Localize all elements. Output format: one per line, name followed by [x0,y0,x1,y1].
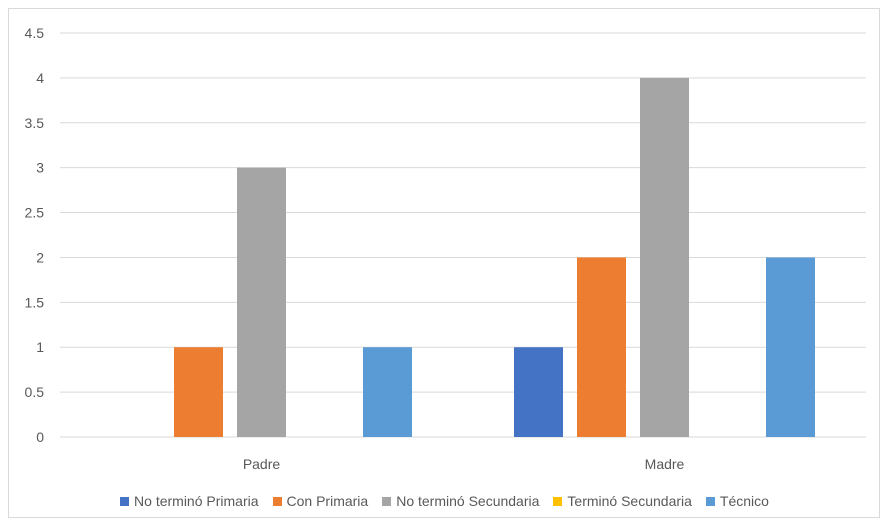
bars [174,77,815,437]
y-tick-label: 0.5 [25,384,45,400]
x-tick-label: Madre [645,456,685,472]
legend-item: Terminó Secundaria [553,493,692,509]
legend: No terminó Primaria Con Primaria No termin… [0,493,889,509]
bar-madre-series-4 [766,257,815,437]
y-tick-label: 4 [36,70,44,86]
bar-madre-series-1 [577,257,626,437]
x-axis-ticks: Padre Madre [243,456,685,472]
y-tick-label: 3 [36,160,44,176]
bar-madre-series-2 [640,77,689,437]
legend-swatch [705,496,715,506]
legend-item: No terminó Secundaria [382,493,539,509]
legend-label: Técnico [719,493,769,509]
y-axis-ticks: 0 0.5 1 1.5 2 2.5 3 3.5 4 4.5 [25,25,45,445]
legend-item: No terminó Primaria [120,493,259,509]
legend-swatch [553,496,563,506]
legend-label: No terminó Primaria [134,493,259,509]
bar-madre-series-0 [514,347,563,437]
legend-item: Con Primaria [272,493,369,509]
chart-frame [8,8,880,518]
y-tick-label: 2 [36,249,44,265]
legend-swatch [382,496,392,506]
legend-label: Terminó Secundaria [567,493,692,509]
legend-item: Técnico [705,493,769,509]
legend-swatch [120,496,130,506]
x-tick-label: Padre [243,456,281,472]
y-tick-label: 4.5 [25,25,45,41]
y-tick-label: 0 [36,429,44,445]
y-tick-label: 3.5 [25,115,45,131]
bar-padre-series-2 [237,167,286,437]
legend-swatch [272,496,282,506]
legend-label: Con Primaria [286,493,369,509]
bar-padre-series-4 [363,347,412,437]
y-tick-label: 1.5 [25,294,45,310]
legend-label: No terminó Secundaria [396,493,540,509]
y-tick-label: 2.5 [25,205,45,221]
y-tick-label: 1 [36,339,44,355]
bar-padre-series-1 [174,347,223,437]
